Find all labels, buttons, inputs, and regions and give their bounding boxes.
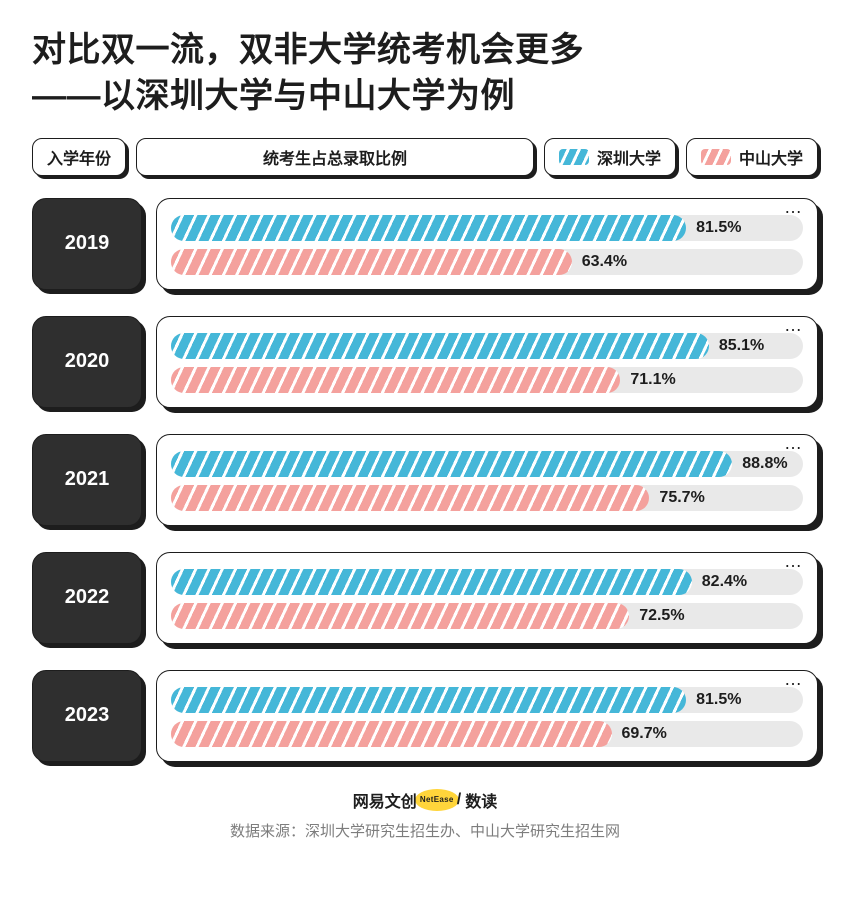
bar-fill-series1	[171, 451, 732, 477]
title-line-2: ——以深圳大学与中山大学为例	[32, 77, 515, 115]
bar-track: 81.5%	[171, 215, 803, 241]
legend-swatch-blue	[559, 149, 589, 165]
brand-right: 数读	[465, 788, 497, 812]
year-badge: 2022	[32, 552, 142, 644]
bar-track: 69.7%	[171, 721, 803, 747]
chart-row: 2019 … 81.5% 63.4%	[32, 198, 818, 290]
bars-panel: … 88.8% 75.7%	[156, 434, 818, 526]
bar-value-label: 85.1%	[719, 337, 764, 355]
chart-row: 2023 … 81.5% 69.7%	[32, 670, 818, 762]
bar-track: 72.5%	[171, 603, 803, 629]
title-line-1: 对比双一流，双非大学统考机会更多	[32, 31, 584, 69]
bar-track: 63.4%	[171, 249, 803, 275]
legend-year-label: 入学年份	[47, 145, 111, 169]
bar-value-label: 81.5%	[696, 691, 741, 709]
bar-track: 81.5%	[171, 687, 803, 713]
bar-fill-series2	[171, 603, 629, 629]
bar-value-label: 81.5%	[696, 219, 741, 237]
brand-left: 网易文创	[353, 788, 417, 812]
bar-value-label: 82.4%	[702, 573, 747, 591]
bar-value-label: 72.5%	[639, 607, 684, 625]
source-text: 数据来源：深圳大学研究生招生办、中山大学研究生招生网	[32, 820, 818, 841]
panel-dots-icon: …	[784, 321, 803, 329]
chart-row: 2020 … 85.1% 71.1%	[32, 316, 818, 408]
footer: 网易文创 NetEase / 数读 数据来源：深圳大学研究生招生办、中山大学研究…	[32, 788, 818, 841]
bar-value-label: 69.7%	[622, 725, 667, 743]
brand-stamp: NetEase	[415, 789, 459, 811]
bar-fill-series2	[171, 249, 572, 275]
year-badge: 2020	[32, 316, 142, 408]
year-badge: 2021	[32, 434, 142, 526]
legend-series-2: 中山大学	[686, 138, 818, 176]
legend-metric: 统考生占总录取比例	[136, 138, 534, 176]
bar-value-label: 71.1%	[630, 371, 675, 389]
bars-panel: … 82.4% 72.5%	[156, 552, 818, 644]
bar-track: 75.7%	[171, 485, 803, 511]
panel-dots-icon: …	[784, 557, 803, 565]
bar-track: 85.1%	[171, 333, 803, 359]
panel-dots-icon: …	[784, 675, 803, 683]
bars-panel: … 81.5% 63.4%	[156, 198, 818, 290]
brand: 网易文创 NetEase / 数读	[353, 788, 497, 812]
bar-track: 71.1%	[171, 367, 803, 393]
page-title: 对比双一流，双非大学统考机会更多 ——以深圳大学与中山大学为例	[32, 28, 818, 120]
panel-dots-icon: …	[784, 203, 803, 211]
legend-row: 入学年份 统考生占总录取比例 深圳大学 中山大学	[32, 138, 818, 176]
chart-row: 2021 … 88.8% 75.7%	[32, 434, 818, 526]
bar-fill-series2	[171, 367, 620, 393]
bar-fill-series1	[171, 687, 686, 713]
bar-value-label: 63.4%	[582, 253, 627, 271]
bars-panel: … 85.1% 71.1%	[156, 316, 818, 408]
bar-track: 82.4%	[171, 569, 803, 595]
legend-series-1-label: 深圳大学	[597, 145, 661, 169]
bar-track: 88.8%	[171, 451, 803, 477]
chart-rows: 2019 … 81.5% 63.4% 2020 … 85.1% 71.1% 2021 … 88.8%…	[32, 198, 818, 762]
bar-fill-series1	[171, 215, 686, 241]
legend-metric-label: 统考生占总录取比例	[263, 145, 407, 169]
legend-series-2-label: 中山大学	[739, 145, 803, 169]
bar-fill-series1	[171, 569, 692, 595]
bar-fill-series2	[171, 485, 649, 511]
bar-fill-series2	[171, 721, 612, 747]
year-badge: 2019	[32, 198, 142, 290]
bar-value-label: 88.8%	[742, 455, 787, 473]
legend-year: 入学年份	[32, 138, 126, 176]
legend-series-1: 深圳大学	[544, 138, 676, 176]
bar-fill-series1	[171, 333, 709, 359]
year-badge: 2023	[32, 670, 142, 762]
chart-row: 2022 … 82.4% 72.5%	[32, 552, 818, 644]
panel-dots-icon: …	[784, 439, 803, 447]
bar-value-label: 75.7%	[659, 489, 704, 507]
bars-panel: … 81.5% 69.7%	[156, 670, 818, 762]
legend-swatch-pink	[701, 149, 731, 165]
brand-sep: /	[457, 791, 461, 809]
